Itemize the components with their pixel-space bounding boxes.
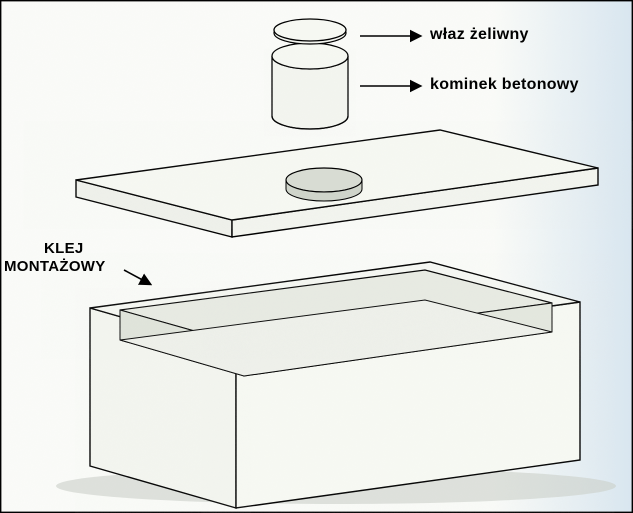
label-kominek: kominek betonowy	[430, 76, 579, 94]
diagram-stage: właz żeliwny kominek betonowy KLEJ MONTA…	[0, 0, 633, 513]
chimney	[272, 43, 348, 129]
lid-top	[274, 19, 346, 41]
label-wlaz: właz żeliwny	[430, 26, 529, 44]
label-klej-line2: MONTAŻOWY	[4, 258, 106, 275]
lid	[274, 19, 346, 44]
chimney-top	[272, 43, 348, 69]
label-klej-line1: KLEJ	[44, 240, 84, 257]
